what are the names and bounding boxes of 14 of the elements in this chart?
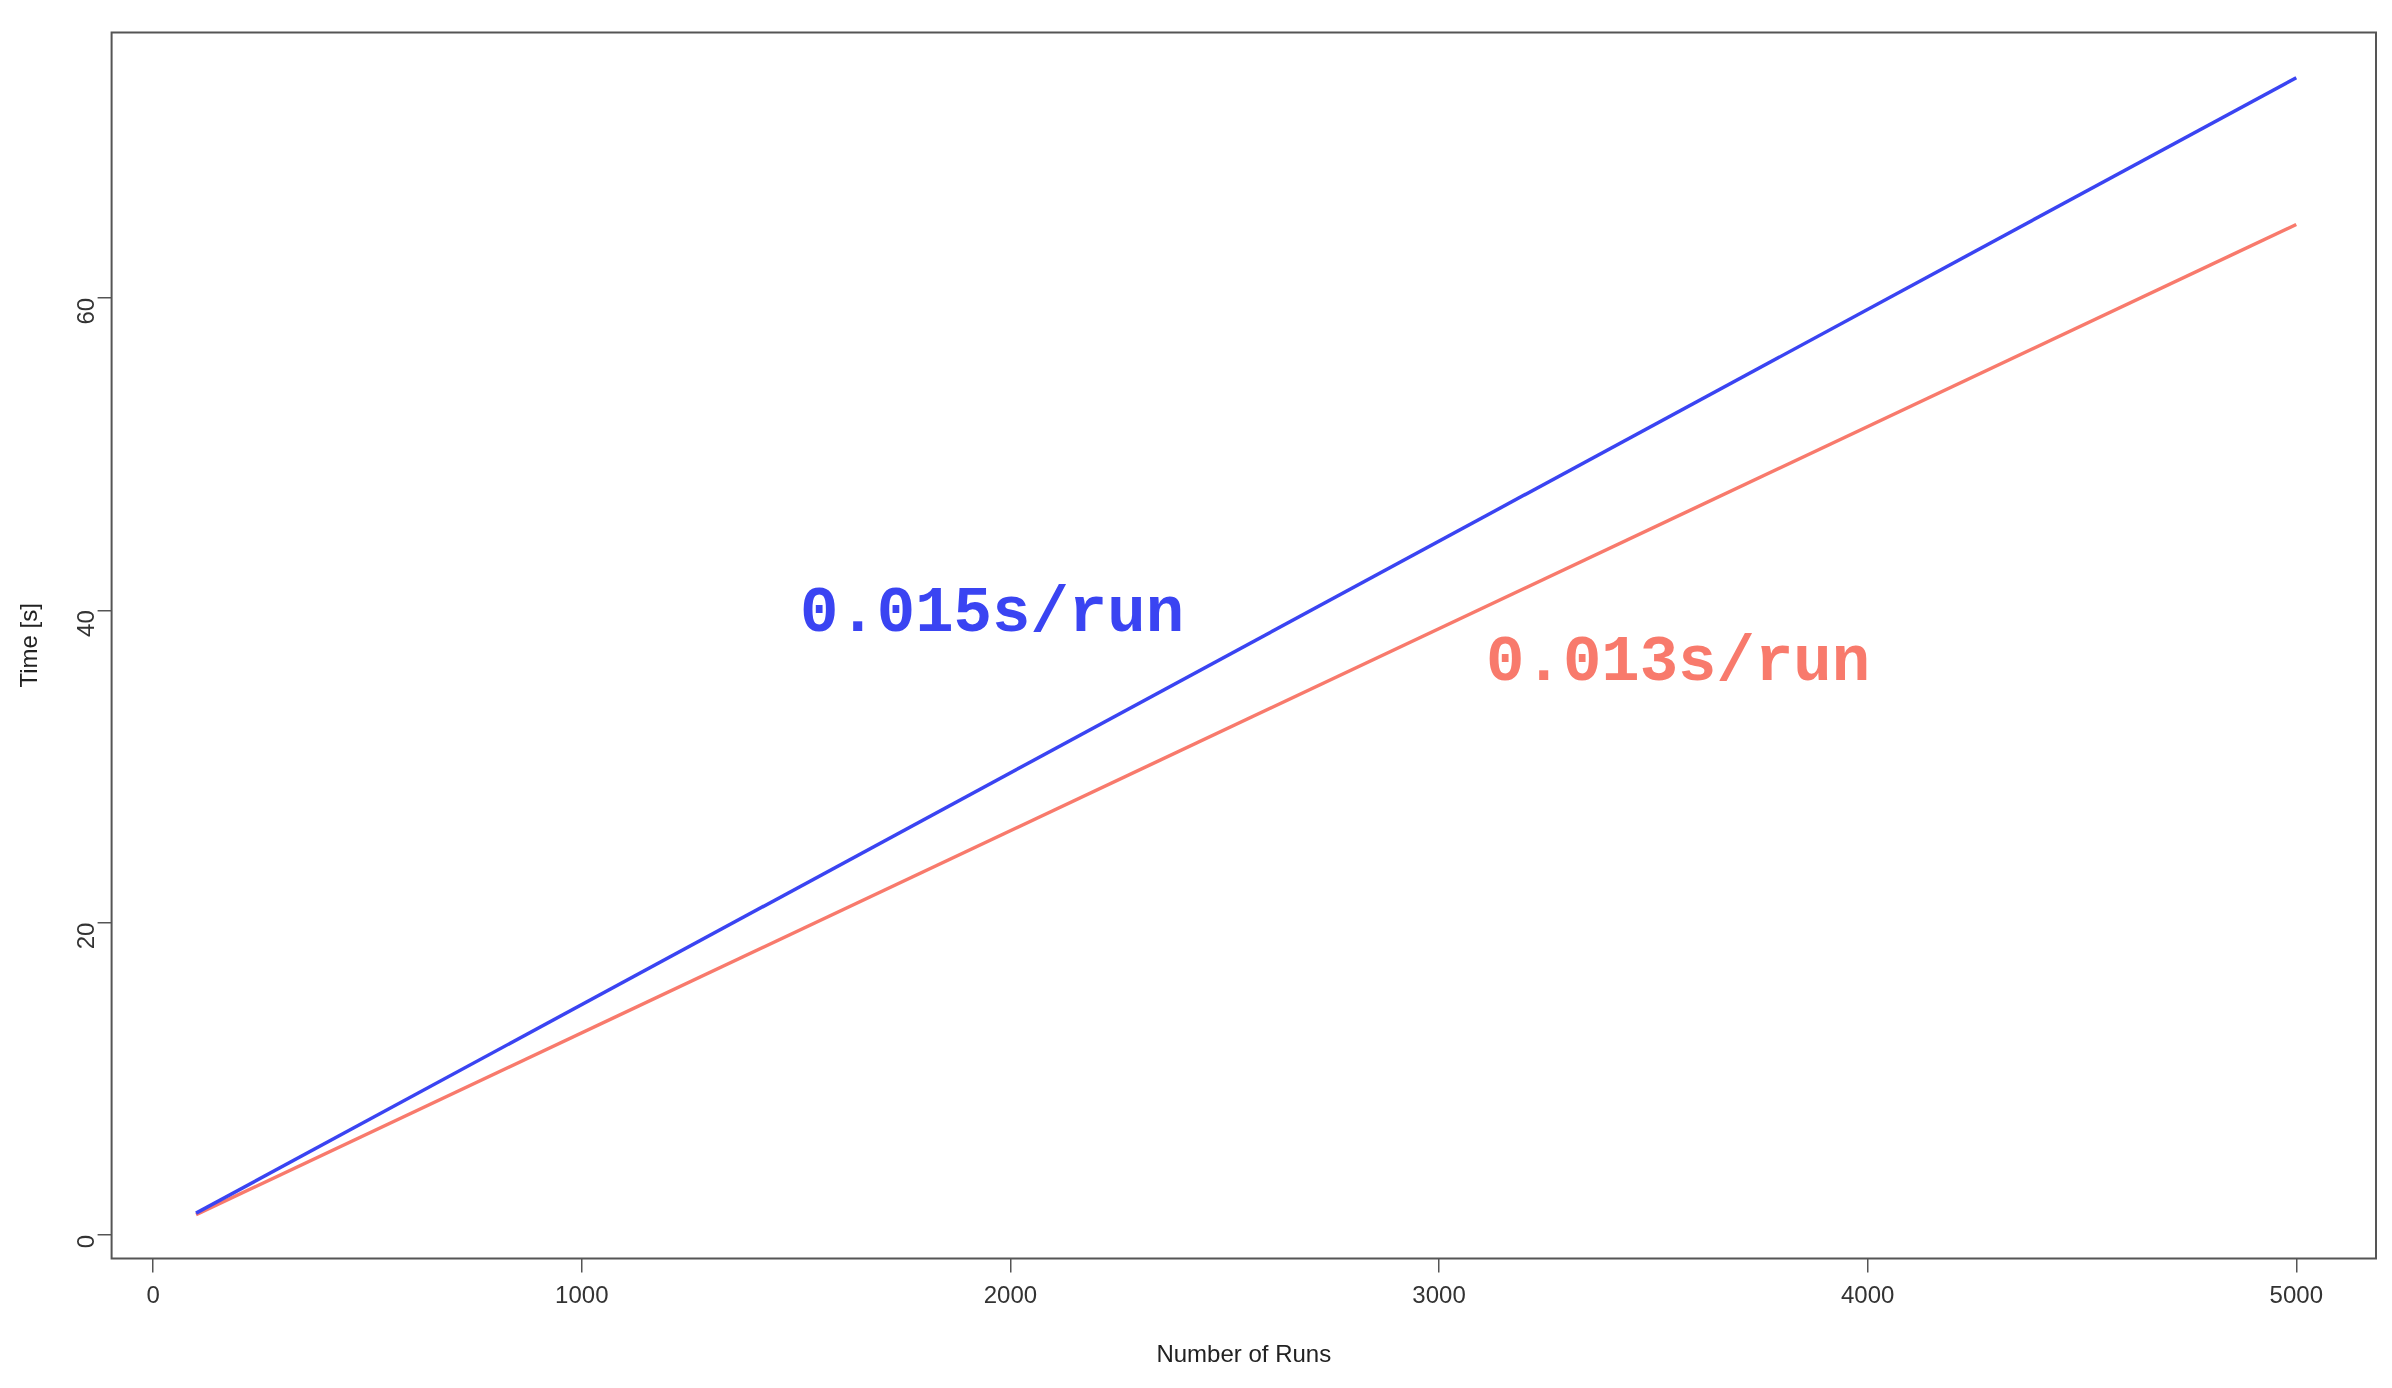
y-tick-label: 40: [72, 610, 100, 637]
x-tick-label: 3000: [1412, 1281, 1466, 1309]
y-tick-label: 20: [72, 922, 100, 950]
x-axis-title: Number of Runs: [1156, 1340, 1332, 1368]
y-axis-title: Time [s]: [15, 603, 43, 688]
x-tick-label: 1000: [555, 1281, 609, 1309]
x-tick-label: 0: [146, 1281, 160, 1309]
annotation: 0.013s/run: [1486, 626, 1871, 699]
y-tick-label: 0: [72, 1234, 100, 1249]
x-tick-label: 4000: [1840, 1281, 1895, 1309]
y-tick-label: 60: [72, 297, 100, 325]
annotation: 0.015s/run: [799, 577, 1185, 650]
x-tick-label: 2000: [983, 1281, 1038, 1309]
x-tick-label: 5000: [2269, 1281, 2323, 1309]
